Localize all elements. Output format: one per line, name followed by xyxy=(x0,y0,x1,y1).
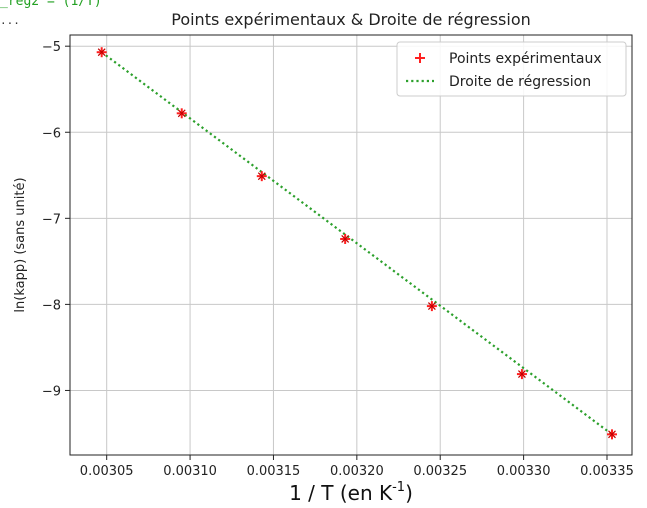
data-point-d2 xyxy=(427,302,436,311)
data-point xyxy=(426,301,437,312)
data-point-d2 xyxy=(97,48,106,57)
y-tick-label: −7 xyxy=(42,212,61,227)
x-tick-label: 0.00305 xyxy=(80,464,134,479)
data-point xyxy=(176,108,187,119)
regression-line xyxy=(101,51,613,436)
x-tick-label: 0.00330 xyxy=(497,464,551,479)
data-point-d2 xyxy=(177,109,186,118)
regression-line-series xyxy=(101,51,613,436)
y-tick-label: −6 xyxy=(42,126,61,141)
data-point xyxy=(516,369,527,380)
x-axis-ticks: 0.00305 0.00310 0.00315 0.00320 0.00325 0.003… xyxy=(80,455,634,479)
y-axis-ticks: −5 −6 −7 −8 −9 xyxy=(42,40,70,399)
data-point-d2 xyxy=(341,235,350,243)
x-tick-label: 0.00310 xyxy=(163,464,217,479)
data-point-d2 xyxy=(608,430,616,439)
points-series xyxy=(96,47,617,440)
grid xyxy=(70,35,632,455)
data-point-d2 xyxy=(257,172,266,181)
legend-box xyxy=(396,41,627,97)
x-tick-label: 0.00320 xyxy=(330,464,384,479)
x-axis-label-exponent: -1 xyxy=(392,480,405,495)
y-tick-label: −8 xyxy=(42,298,61,313)
x-axis-label-main: 1 / T (en K xyxy=(289,481,393,505)
x-tick-label: 0.00315 xyxy=(247,464,301,479)
x-axis-label-close: ) xyxy=(405,481,413,505)
legend: Points expérimentaux Droite de régression xyxy=(396,41,627,97)
data-point xyxy=(256,171,267,182)
x-tick-label: 0.00325 xyxy=(413,464,467,479)
y-tick-label: −9 xyxy=(42,384,61,399)
data-point xyxy=(96,47,107,58)
legend-label-line: Droite de régression xyxy=(449,74,591,90)
legend-label-points: Points expérimentaux xyxy=(449,51,602,67)
x-axis-label: 1 / T (en K-1) xyxy=(289,480,413,505)
chart-title: Points expérimentaux & Droite de régress… xyxy=(171,10,531,29)
data-point xyxy=(340,233,351,244)
y-axis-label: ln(kapp) (sans unité) xyxy=(13,177,28,312)
y-tick-label: −5 xyxy=(42,40,61,55)
data-point xyxy=(606,429,617,440)
code-ellipsis: ... xyxy=(0,14,20,27)
data-point-d2 xyxy=(518,370,526,379)
x-tick-label: 0.00335 xyxy=(580,464,634,479)
plot-frame xyxy=(69,34,633,456)
code-fragment: _reg2 = (1/T) xyxy=(0,0,102,9)
